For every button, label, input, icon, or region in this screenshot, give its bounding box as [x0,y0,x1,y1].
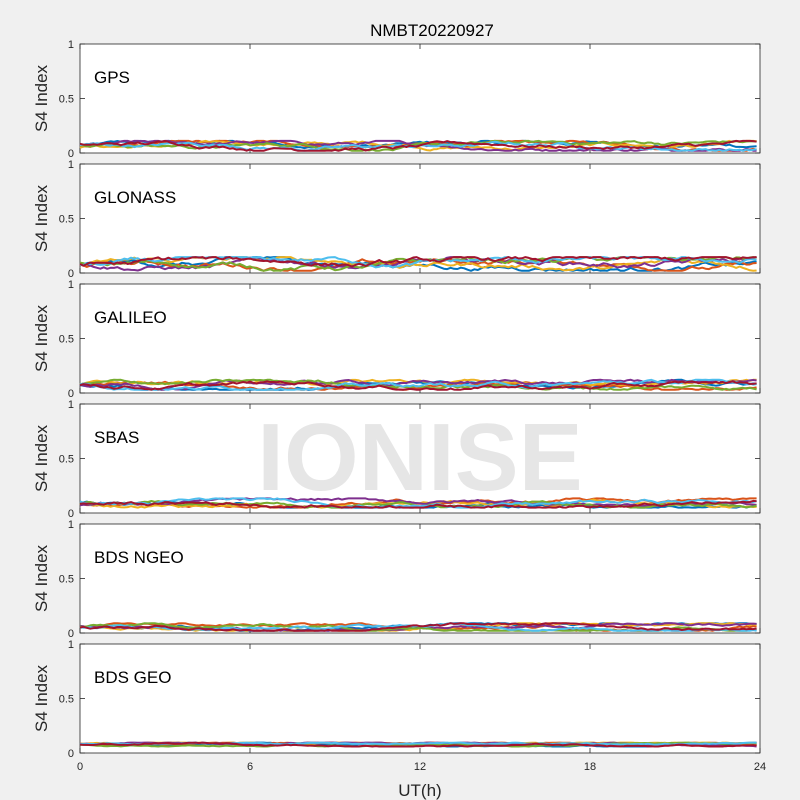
panel-bds-geo: 0 0.5 1 0 6 12 18 24 S4 Index BDS GEO [32,639,766,773]
y-tick-label: 0 [68,148,74,160]
y-tick-label: 0.5 [59,574,74,586]
y-tick-label: 1 [68,159,74,171]
panel-bds-ngeo: 0 0.5 1 S4 Index BDS NGEO [32,519,761,640]
plot-area [79,283,761,394]
series-lines [79,378,757,391]
y-tick-label: 0.5 [59,454,74,466]
x-axis-title: UT(h) [398,781,441,800]
panel-gps: 0 0.5 1 S4 Index GPS [32,39,761,160]
series-line [79,499,757,509]
y-axis-title: S4 Index [32,184,51,252]
y-tick-label: 1 [68,399,74,411]
figure-title: NMBT20220927 [370,21,494,40]
series-line [79,256,757,268]
series-lines [79,741,757,748]
series-line [79,497,757,508]
x-tick-label: 6 [247,761,253,773]
x-tick-label: 18 [584,761,596,773]
series-line [79,741,757,748]
panel-label: GPS [94,68,130,87]
y-tick-label: 0 [68,508,74,520]
x-tick-label: 12 [414,761,426,773]
y-axis-title: S4 Index [32,424,51,492]
y-tick-label: 0 [68,388,74,400]
y-tick-label: 1 [68,639,74,651]
watermark: IONISE [257,404,582,511]
series-line [79,380,757,391]
panels: 0 0.5 1 S4 Index GPS 0 0.5 1 S4 Index GLONASS 0 0.5… [32,39,766,773]
panel-galileo: 0 0.5 1 S4 Index GALILEO [32,279,761,400]
panel-label: GALILEO [94,308,167,327]
series-line [79,741,757,748]
series-line [79,378,757,391]
y-tick-label: 1 [68,39,74,51]
y-tick-label: 0 [68,268,74,280]
y-tick-label: 1 [68,279,74,291]
y-tick-label: 1 [68,519,74,531]
panel-sbas: 0 0.5 1 S4 Index SBAS [32,399,761,520]
series-lines [79,139,757,152]
x-tick-label: 24 [754,761,766,773]
series-line [79,497,757,509]
series-line [79,139,757,152]
series-lines [79,256,757,272]
panel-label: BDS GEO [94,668,171,687]
y-tick-label: 0.5 [59,214,74,226]
plot-area [79,163,761,274]
y-axis-title: S4 Index [32,664,51,732]
x-tick-label: 0 [77,761,83,773]
y-axis-title: S4 Index [32,544,51,612]
plot-area [79,643,761,754]
series-lines [79,622,757,632]
y-tick-label: 0 [68,748,74,760]
plot-area [79,523,761,634]
plot-area [79,43,761,154]
panel-label: SBAS [94,428,139,447]
y-tick-label: 0.5 [59,94,74,106]
y-tick-label: 0 [68,628,74,640]
panel-label: GLONASS [94,188,176,207]
y-tick-label: 0.5 [59,334,74,346]
y-axis-title: S4 Index [32,304,51,372]
y-axis-title: S4 Index [32,64,51,132]
series-line [79,622,757,632]
panel-glonass: 0 0.5 1 S4 Index GLONASS [32,159,761,280]
series-lines [79,497,757,509]
panel-label: BDS NGEO [94,548,184,567]
y-tick-label: 0.5 [59,694,74,706]
series-line [79,139,757,152]
